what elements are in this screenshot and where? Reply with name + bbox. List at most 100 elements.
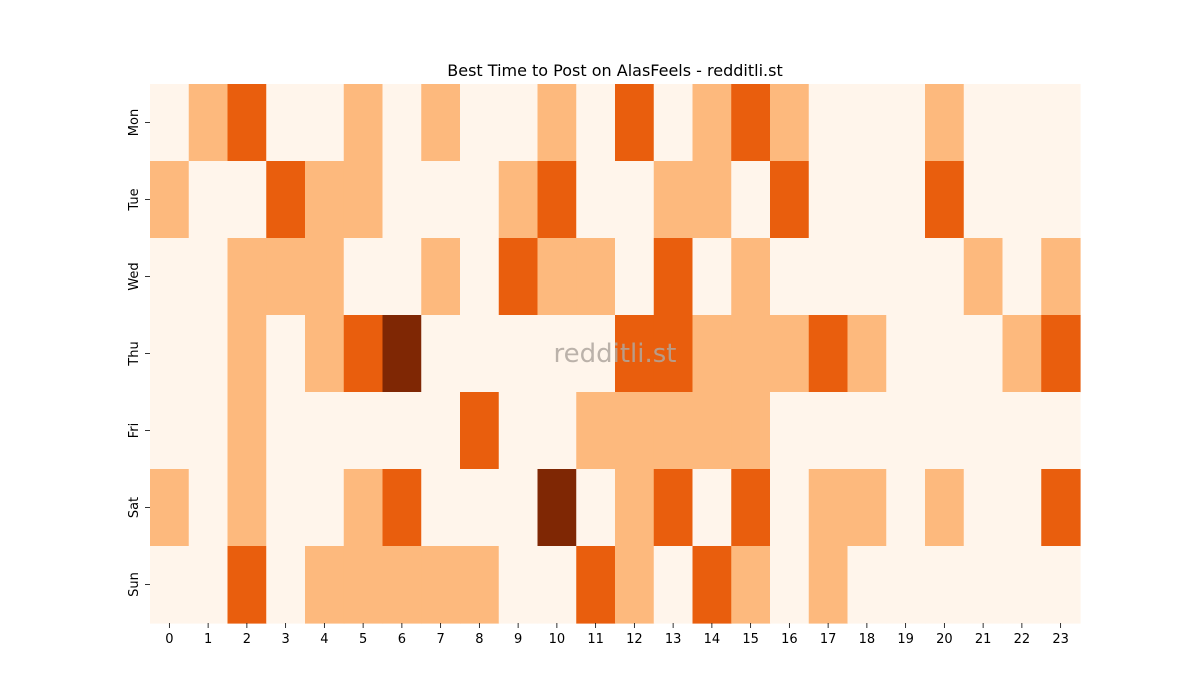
heatmap-cell-tue-9 [498, 161, 539, 239]
heatmap-cell-fri-18 [847, 392, 887, 470]
x-tick-label: 16 [781, 632, 798, 647]
heatmap-cell-wed-14 [692, 238, 732, 316]
heatmap-cell-thu-9 [498, 315, 539, 393]
heatmap-cell-wed-19 [886, 238, 926, 316]
heatmap-cell-fri-16 [770, 392, 810, 470]
x-tick-label: 5 [359, 632, 367, 647]
heatmap-cell-mon-3 [266, 84, 306, 162]
heatmap-cell-thu-12 [615, 315, 655, 393]
heatmap-cell-sat-7 [421, 469, 461, 547]
heatmap-cell-thu-10 [537, 315, 577, 393]
heatmap-cell-sun-3 [266, 546, 306, 624]
heatmap-cell-tue-23 [1041, 161, 1081, 239]
heatmap-cell-fri-7 [421, 392, 461, 470]
x-tick-label: 17 [820, 632, 837, 647]
heatmap-cell-mon-16 [770, 84, 810, 162]
heatmap-cell-tue-16 [770, 161, 810, 239]
heatmap-cell-sat-17 [808, 469, 849, 547]
heatmap-cells [150, 84, 1081, 624]
heatmap-cell-sat-2 [227, 469, 267, 547]
heatmap-cell-wed-3 [266, 238, 306, 316]
heatmap-cell-tue-20 [925, 161, 965, 239]
heatmap-cell-mon-11 [576, 84, 616, 162]
x-tick-label: 2 [243, 632, 251, 647]
heatmap-cell-sun-19 [886, 546, 926, 624]
heatmap-cell-mon-5 [343, 84, 384, 162]
x-tick-label: 11 [587, 632, 604, 647]
x-tick-label: 23 [1052, 632, 1069, 647]
heatmap-cell-mon-10 [537, 84, 577, 162]
heatmap-cell-sat-19 [886, 469, 926, 547]
x-tick-label: 14 [704, 632, 721, 647]
heatmap-cell-sun-2 [227, 546, 267, 624]
x-tick-label: 3 [281, 632, 289, 647]
x-tick-label: 8 [475, 632, 483, 647]
heatmap-cell-wed-16 [770, 238, 810, 316]
heatmap-cell-sun-22 [1002, 546, 1042, 624]
heatmap-cell-sun-8 [460, 546, 500, 624]
heatmap-cell-sat-9 [498, 469, 539, 547]
heatmap-cell-sun-4 [305, 546, 345, 624]
heatmap-cell-sun-7 [421, 546, 461, 624]
heatmap-cell-tue-18 [847, 161, 887, 239]
heatmap-cell-sun-10 [537, 546, 577, 624]
heatmap-cell-tue-21 [963, 161, 1004, 239]
x-tick-label: 20 [936, 632, 953, 647]
heatmap-cell-fri-8 [460, 392, 500, 470]
heatmap-cell-fri-6 [382, 392, 422, 470]
heatmap-cell-sun-20 [925, 546, 965, 624]
x-tick-label: 12 [626, 632, 643, 647]
heatmap-cell-sat-20 [925, 469, 965, 547]
heatmap-cell-wed-0 [150, 238, 190, 316]
y-tick-label: Mon [127, 109, 142, 136]
x-tick-label: 7 [436, 632, 444, 647]
heatmap-cell-tue-17 [808, 161, 849, 239]
heatmap-cell-mon-8 [460, 84, 500, 162]
heatmap-cell-tue-2 [227, 161, 267, 239]
heatmap-cell-fri-10 [537, 392, 577, 470]
heatmap-cell-mon-4 [305, 84, 345, 162]
heatmap-cell-sat-4 [305, 469, 345, 547]
heatmap-cell-wed-7 [421, 238, 461, 316]
heatmap-cell-thu-21 [963, 315, 1004, 393]
heatmap-cell-sun-13 [653, 546, 694, 624]
heatmap-cell-mon-22 [1002, 84, 1042, 162]
heatmap-cell-sat-8 [460, 469, 500, 547]
heatmap-cell-fri-0 [150, 392, 190, 470]
heatmap-cell-mon-1 [188, 84, 229, 162]
heatmap-cell-thu-11 [576, 315, 616, 393]
heatmap-cell-thu-23 [1041, 315, 1081, 393]
chart-title: Best Time to Post on AlasFeels - redditl… [447, 61, 782, 80]
heatmap-cell-thu-4 [305, 315, 345, 393]
heatmap-cell-fri-4 [305, 392, 345, 470]
heatmap-cell-thu-7 [421, 315, 461, 393]
heatmap-cell-tue-4 [305, 161, 345, 239]
heatmap-cell-fri-22 [1002, 392, 1042, 470]
heatmap-cell-mon-6 [382, 84, 422, 162]
heatmap-cell-sun-21 [963, 546, 1004, 624]
heatmap-cell-sat-23 [1041, 469, 1081, 547]
heatmap-cell-thu-0 [150, 315, 190, 393]
heatmap-cell-sat-18 [847, 469, 887, 547]
heatmap-cell-sat-5 [343, 469, 384, 547]
heatmap-cell-sun-23 [1041, 546, 1081, 624]
heatmap-cell-thu-14 [692, 315, 732, 393]
x-tick-label: 1 [204, 632, 212, 647]
y-axis: Mon Tue Wed Thu Fri Sat Sun [127, 109, 150, 597]
x-tick-label: 13 [665, 632, 682, 647]
x-tick-label: 19 [897, 632, 914, 647]
heatmap-cell-wed-23 [1041, 238, 1081, 316]
heatmap-cell-wed-12 [615, 238, 655, 316]
heatmap-cell-fri-13 [653, 392, 694, 470]
heatmap-cell-tue-12 [615, 161, 655, 239]
y-tick-label: Sat [127, 497, 142, 518]
x-tick-label: 4 [320, 632, 328, 647]
heatmap-cell-tue-5 [343, 161, 384, 239]
heatmap-cell-sat-14 [692, 469, 732, 547]
heatmap-cell-tue-7 [421, 161, 461, 239]
heatmap-cell-wed-9 [498, 238, 539, 316]
heatmap-cell-sat-1 [188, 469, 229, 547]
heatmap-cell-mon-13 [653, 84, 694, 162]
x-tick-label: 0 [165, 632, 173, 647]
heatmap-cell-mon-2 [227, 84, 267, 162]
